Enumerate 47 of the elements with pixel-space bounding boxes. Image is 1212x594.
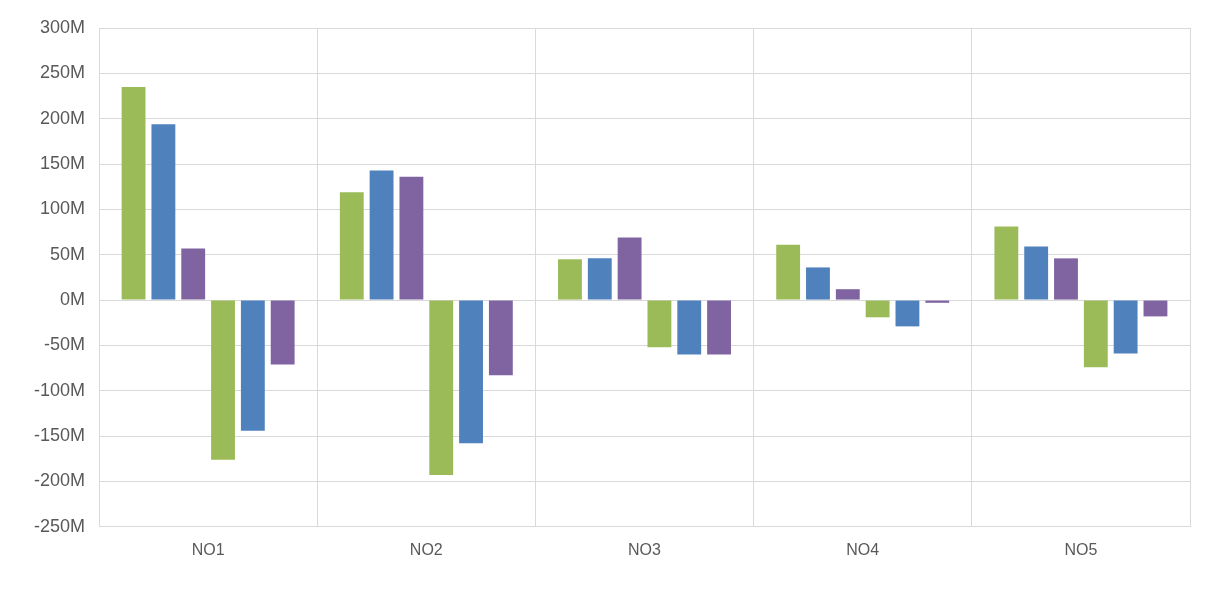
y-tick-label: 100M [39,198,86,219]
bar [1024,246,1049,300]
y-tick-label: -250M [33,515,86,536]
y-tick-label: 50M [50,243,86,264]
bar [1113,300,1138,354]
bar [558,259,582,300]
bar [707,300,731,355]
bar [399,176,424,300]
x-tick-label: NO1 [191,540,225,558]
bar [865,300,890,318]
x-tick-label: NO3 [628,540,662,558]
bar [270,300,295,365]
bar [587,258,612,300]
y-tick-label: 250M [39,62,86,83]
y-tick-label: -50M [44,334,86,355]
y-tick-label: -200M [33,470,86,491]
bar [211,300,235,460]
bar [429,300,454,476]
bar [369,170,394,300]
y-tick-label: -100M [33,379,86,400]
bar [1143,300,1168,317]
y-tick-label: 150M [39,153,86,174]
bar [1083,300,1108,368]
y-tick-label: 300M [39,16,86,37]
y-tick-label: 0M [60,289,86,310]
bar [617,237,642,300]
bar [121,86,146,300]
bar [835,289,860,300]
bar [151,124,176,300]
y-tick-label: -150M [33,425,86,446]
y-tick-label: 200M [39,107,86,128]
bar [339,192,364,300]
bar [181,248,206,300]
x-tick-label: NO2 [409,540,443,558]
x-tick-label: NO5 [1064,540,1098,558]
bar [1054,258,1078,300]
bar [806,267,830,300]
bar [776,244,801,300]
x-tick-label: NO4 [846,540,880,558]
bar [994,226,1019,300]
bar [895,300,920,327]
bar [647,300,672,348]
bar [459,300,483,444]
bar [677,300,702,355]
bar [240,300,265,431]
bar [925,300,950,303]
bar [488,300,513,376]
